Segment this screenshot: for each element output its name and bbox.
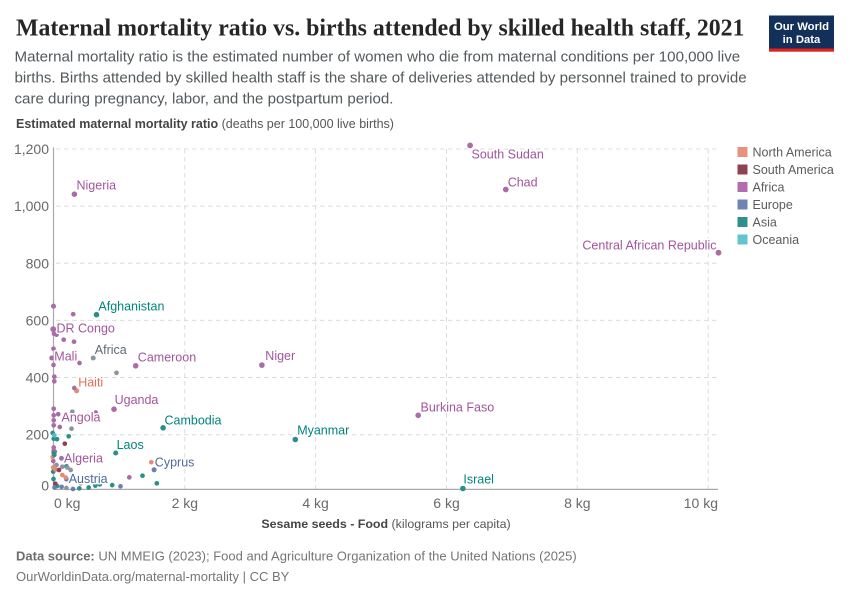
svg-text:Niger: Niger xyxy=(265,349,295,363)
svg-text:in Data: in Data xyxy=(783,34,821,46)
svg-text:South Sudan: South Sudan xyxy=(472,147,544,161)
svg-text:OurWorldinData.org/maternal-mo: OurWorldinData.org/maternal-mortality | … xyxy=(16,569,290,584)
svg-text:Chad: Chad xyxy=(508,175,538,189)
svg-text:Nigeria: Nigeria xyxy=(77,179,117,193)
svg-text:Haiti: Haiti xyxy=(78,375,103,389)
svg-text:DR Congo: DR Congo xyxy=(57,321,115,335)
svg-text:800: 800 xyxy=(26,255,50,271)
svg-text:Maternal mortality ratio is th: Maternal mortality ratio is the estimate… xyxy=(15,49,741,66)
svg-text:Myanmar: Myanmar xyxy=(297,424,349,438)
svg-text:South America: South America xyxy=(753,163,834,177)
svg-text:Angola: Angola xyxy=(62,411,101,425)
svg-text:0 kg: 0 kg xyxy=(54,495,80,511)
svg-text:births. Births attended by ski: births. Births attended by skilled healt… xyxy=(15,70,747,87)
svg-text:1,000: 1,000 xyxy=(14,198,49,214)
svg-text:2 kg: 2 kg xyxy=(172,495,198,511)
svg-text:Israel: Israel xyxy=(463,472,494,486)
svg-text:Afghanistan: Afghanistan xyxy=(98,299,164,313)
svg-text:600: 600 xyxy=(26,312,50,328)
svg-text:Maternal mortality ratio vs. b: Maternal mortality ratio vs. births atte… xyxy=(16,16,744,42)
svg-text:Laos: Laos xyxy=(117,438,144,452)
svg-text:Oceania: Oceania xyxy=(753,233,800,247)
svg-text:Mali: Mali xyxy=(54,350,77,364)
svg-text:Cyprus: Cyprus xyxy=(155,455,195,469)
svg-text:10 kg: 10 kg xyxy=(684,495,718,511)
svg-text:Asia: Asia xyxy=(753,215,777,229)
svg-text:Austria: Austria xyxy=(69,472,108,486)
svg-text:Cameroon: Cameroon xyxy=(138,351,196,365)
svg-text:Sesame seeds - Food (kilograms: Sesame seeds - Food (kilograms per capit… xyxy=(261,517,510,531)
svg-text:Europe: Europe xyxy=(753,198,793,212)
svg-text:Uganda: Uganda xyxy=(115,393,159,407)
svg-text:Africa: Africa xyxy=(95,343,127,357)
svg-text:Algeria: Algeria xyxy=(64,452,103,466)
svg-text:1,200: 1,200 xyxy=(14,141,49,157)
svg-text:200: 200 xyxy=(26,427,50,443)
svg-text:care during pregnancy, labor,: care during pregnancy, labor, and the po… xyxy=(15,91,394,108)
svg-text:6 kg: 6 kg xyxy=(433,495,459,511)
svg-text:8 kg: 8 kg xyxy=(564,495,590,511)
svg-text:4 kg: 4 kg xyxy=(302,495,328,511)
svg-text:Our World: Our World xyxy=(774,21,829,33)
svg-text:Estimated maternal mortality r: Estimated maternal mortality ratio (deat… xyxy=(16,117,394,131)
svg-text:0: 0 xyxy=(41,478,49,494)
svg-text:Africa: Africa xyxy=(753,180,785,194)
svg-text:Central African Republic: Central African Republic xyxy=(582,239,716,253)
svg-text:Cambodia: Cambodia xyxy=(165,414,222,428)
svg-text:400: 400 xyxy=(26,370,50,386)
svg-text:Burkina Faso: Burkina Faso xyxy=(421,401,495,415)
svg-text:Data source: UN MMEIG (2023);: Data source: UN MMEIG (2023); Food and A… xyxy=(16,549,577,564)
svg-text:North America: North America xyxy=(753,145,832,159)
